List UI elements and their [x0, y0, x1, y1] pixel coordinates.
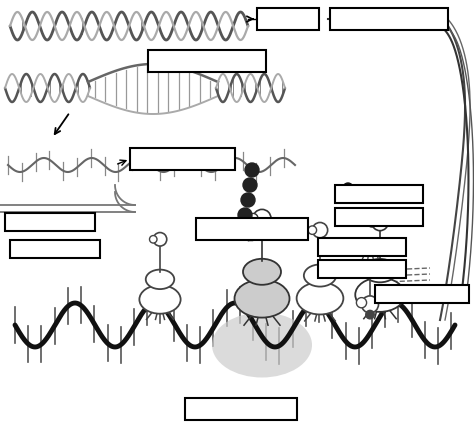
Circle shape — [153, 233, 167, 246]
Bar — [130, 148, 235, 170]
Bar — [335, 208, 423, 226]
Ellipse shape — [243, 259, 281, 285]
Bar — [335, 185, 423, 203]
Ellipse shape — [297, 282, 343, 314]
Circle shape — [312, 223, 328, 238]
Bar — [148, 50, 266, 72]
Ellipse shape — [139, 285, 181, 314]
Bar — [10, 240, 100, 258]
Ellipse shape — [304, 265, 336, 286]
Bar — [196, 218, 308, 240]
Circle shape — [248, 213, 258, 223]
Circle shape — [372, 215, 388, 231]
Ellipse shape — [212, 312, 312, 378]
Circle shape — [238, 208, 252, 222]
Circle shape — [233, 223, 247, 237]
Circle shape — [343, 183, 353, 193]
Ellipse shape — [235, 279, 290, 318]
Circle shape — [367, 218, 376, 227]
Circle shape — [149, 236, 157, 243]
Bar — [375, 285, 469, 303]
Circle shape — [243, 178, 257, 192]
Circle shape — [366, 311, 374, 319]
Bar — [5, 213, 95, 231]
Ellipse shape — [363, 259, 397, 283]
Ellipse shape — [355, 278, 405, 312]
Circle shape — [253, 209, 271, 227]
Circle shape — [245, 163, 259, 177]
Bar — [257, 8, 319, 30]
Circle shape — [356, 297, 366, 308]
Circle shape — [241, 193, 255, 207]
Bar — [318, 260, 406, 278]
Bar — [330, 8, 448, 30]
Circle shape — [308, 226, 317, 234]
Bar — [318, 238, 406, 256]
Bar — [185, 398, 297, 420]
Ellipse shape — [146, 270, 174, 289]
Circle shape — [362, 296, 379, 313]
